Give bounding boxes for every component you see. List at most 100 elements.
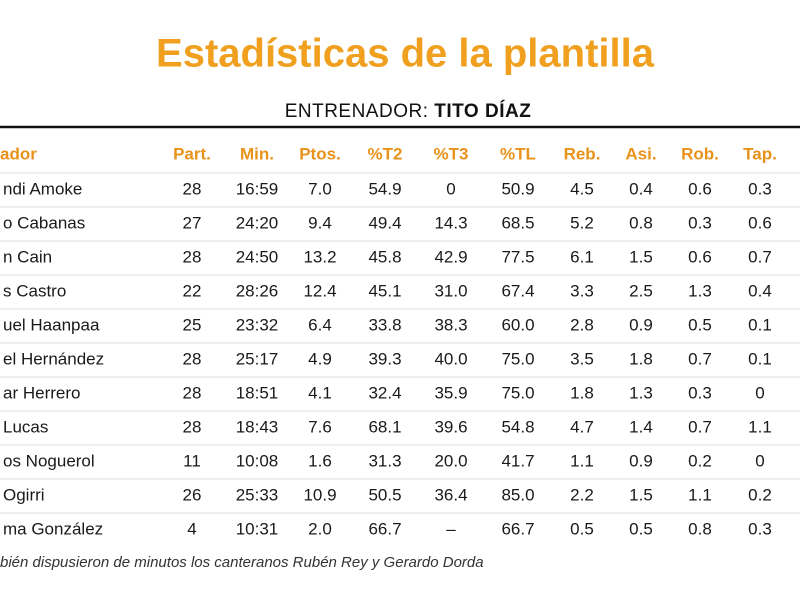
stat-cell: 40.0 — [434, 349, 467, 368]
stat-cell: 0.7 — [688, 349, 712, 368]
column-header: Tap. — [743, 144, 777, 163]
stat-cell: 0.4 — [629, 179, 653, 198]
stat-cell: 0.4 — [748, 281, 772, 300]
stat-cell: 2.0 — [308, 519, 332, 538]
player-name: Ogirri — [3, 485, 45, 504]
stat-cell: 18:43 — [236, 417, 279, 436]
footnote: bién dispusieron de minutos los canteran… — [0, 554, 484, 571]
player-name: ma González — [3, 519, 103, 538]
stat-cell: 6.1 — [570, 247, 594, 266]
stat-cell: 41.7 — [501, 451, 534, 470]
stat-cell: 18:51 — [236, 383, 279, 402]
stat-cell: 66.7 — [368, 519, 401, 538]
stat-cell: 0 — [446, 179, 455, 198]
player-name: n Cain — [3, 247, 52, 266]
stat-cell: 2.8 — [570, 315, 594, 334]
stat-cell: 23:32 — [236, 315, 279, 334]
stat-cell: 27 — [183, 213, 202, 232]
stat-cell: 0.5 — [629, 519, 653, 538]
column-header: %TL — [500, 144, 536, 163]
stat-cell: 20.0 — [434, 451, 467, 470]
stat-cell: 1.3 — [629, 383, 653, 402]
stat-cell: 0.1 — [748, 315, 772, 334]
player-name: os Noguerol — [3, 451, 95, 470]
stat-cell: 1.3 — [688, 281, 712, 300]
stat-cell: 1.5 — [629, 485, 653, 504]
stat-cell: 67.4 — [501, 281, 534, 300]
stat-cell: 22 — [183, 281, 202, 300]
stats-table: ador Part. Min. Ptos. %T2 %T3 %TL Reb. Asi. Rob. T… — [0, 144, 800, 538]
stat-cell: 32.4 — [368, 383, 401, 402]
stat-cell: 85.0 — [501, 485, 534, 504]
stat-cell: 1.6 — [308, 451, 332, 470]
stat-cell: 50.9 — [501, 179, 534, 198]
column-header: %T2 — [368, 144, 403, 163]
stat-cell: 68.1 — [368, 417, 401, 436]
player-name: ar Herrero — [3, 383, 80, 402]
coach-name: TITO DÍAZ — [434, 100, 531, 122]
stat-cell: 0.6 — [748, 213, 772, 232]
stat-cell: 1.5 — [629, 247, 653, 266]
stat-cell: 0.8 — [629, 213, 653, 232]
stat-cell: 11 — [183, 451, 201, 470]
column-header: ador — [0, 144, 37, 163]
stat-cell: 10.9 — [303, 485, 336, 504]
player-name: el Hernández — [3, 349, 104, 368]
stat-cell: 54.9 — [368, 179, 401, 198]
stat-cell: 16:59 — [236, 179, 279, 198]
column-header: Min. — [240, 144, 274, 163]
column-header: Reb. — [564, 144, 601, 163]
stat-cell: 33.8 — [368, 315, 401, 334]
subtitle: ENTRENADOR: TITO DÍAZ — [285, 100, 532, 122]
stat-cell: 0.2 — [748, 485, 772, 504]
stat-cell: 0 — [755, 451, 764, 470]
stat-cell: 24:50 — [236, 247, 279, 266]
stat-cell: 1.4 — [629, 417, 653, 436]
player-name: s Castro — [3, 281, 66, 300]
stat-cell: 4.5 — [570, 179, 594, 198]
page-title: Estadísticas de la plantilla — [156, 32, 655, 76]
stat-cell: 0.9 — [629, 451, 653, 470]
stat-cell: – — [446, 519, 456, 538]
stat-cell: 39.3 — [368, 349, 401, 368]
stat-cell: 28 — [183, 179, 202, 198]
column-header: Ptos. — [299, 144, 341, 163]
stat-cell: 24:20 — [236, 213, 279, 232]
player-name: Lucas — [3, 417, 48, 436]
stat-cell: 0.5 — [570, 519, 594, 538]
stat-cell: 0.6 — [688, 179, 712, 198]
stat-cell: 3.3 — [570, 281, 594, 300]
stat-cell: 0.5 — [688, 315, 712, 334]
stat-cell: 0.3 — [688, 383, 712, 402]
stat-cell: 7.0 — [308, 179, 332, 198]
stat-cell: 0.6 — [688, 247, 712, 266]
stat-cell: 0.7 — [688, 417, 712, 436]
stat-cell: 0.3 — [748, 519, 772, 538]
stat-cell: 0.9 — [629, 315, 653, 334]
stat-cell: 3.5 — [570, 349, 594, 368]
subtitle-label: ENTRENADOR: — [285, 101, 435, 122]
stat-cell: 1.8 — [629, 349, 653, 368]
stat-cell: 45.1 — [368, 281, 401, 300]
stat-cell: 1.1 — [748, 417, 772, 436]
stat-cell: 50.5 — [368, 485, 401, 504]
stat-cell: 4.7 — [570, 417, 594, 436]
stat-cell: 25:33 — [236, 485, 279, 504]
stat-cell: 0 — [755, 383, 764, 402]
stat-cell: 4.9 — [308, 349, 332, 368]
stat-cell: 5.2 — [570, 213, 594, 232]
stat-cell: 1.1 — [570, 451, 594, 470]
stat-cell: 1.1 — [688, 485, 712, 504]
stat-cell: 60.0 — [501, 315, 534, 334]
column-header: Part. — [173, 144, 211, 163]
stat-cell: 0.2 — [688, 451, 712, 470]
stat-cell: 28 — [183, 349, 202, 368]
stat-cell: 31.0 — [434, 281, 467, 300]
player-name: uel Haanpaa — [3, 315, 100, 334]
stat-cell: 9.4 — [308, 213, 332, 232]
stat-cell: 35.9 — [434, 383, 467, 402]
stat-cell: 12.4 — [303, 281, 336, 300]
stat-cell: 28 — [183, 383, 202, 402]
stat-cell: 42.9 — [434, 247, 467, 266]
